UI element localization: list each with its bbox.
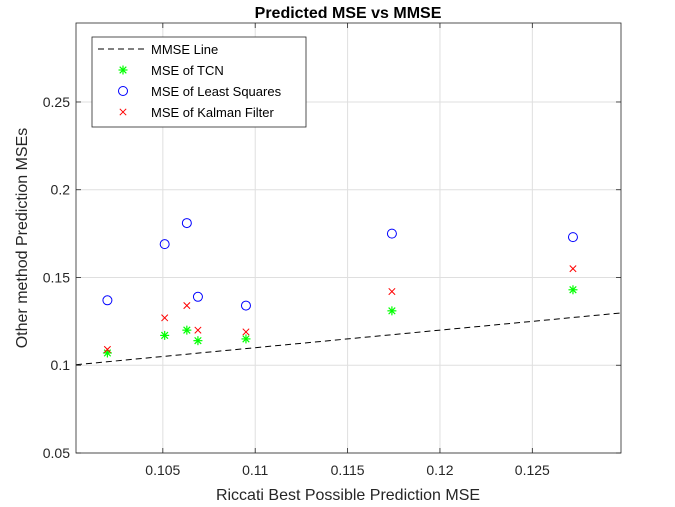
least-squares-point bbox=[192, 291, 203, 302]
legend-item: MMSE Line bbox=[98, 42, 218, 57]
least-squares-point bbox=[181, 218, 192, 229]
legend-item: MSE of TCN bbox=[118, 63, 224, 78]
tcn-point bbox=[241, 334, 251, 344]
kalman-point bbox=[388, 287, 396, 296]
kalman-point-stroke bbox=[161, 314, 169, 322]
legend-marker-stroke bbox=[119, 108, 127, 116]
kalman-point bbox=[103, 345, 111, 354]
x-tick-label: 0.115 bbox=[331, 462, 365, 478]
y-axis-label: Other method Prediction MSEs bbox=[14, 128, 31, 349]
axis-ticks: 0.105 0.11 0.115 0.12 0.125 0.05 0.1 0.15 0.2 0.2… bbox=[43, 23, 621, 478]
y-tick-label: 0.2 bbox=[51, 182, 71, 198]
chart-title: Predicted MSE vs MMSE bbox=[255, 5, 442, 22]
least-squares-point-shape bbox=[386, 228, 397, 239]
y-tick-label: 0.15 bbox=[43, 269, 70, 285]
tcn-point-stroke bbox=[103, 349, 112, 357]
legend-marker bbox=[118, 65, 128, 75]
tcn-point bbox=[387, 306, 397, 316]
tcn-point bbox=[182, 325, 192, 335]
y-tick-label: 0.05 bbox=[43, 445, 70, 461]
legend-label: MSE of TCN bbox=[151, 63, 224, 78]
kalman-point bbox=[242, 328, 250, 336]
tcn-point bbox=[160, 330, 170, 340]
least-squares-point-shape bbox=[159, 239, 170, 250]
data-series bbox=[75, 218, 622, 366]
least-squares-point bbox=[159, 239, 170, 250]
kalman-point bbox=[194, 326, 202, 334]
least-squares-point-shape bbox=[102, 295, 113, 306]
mmse-line bbox=[75, 312, 622, 366]
kalman-point bbox=[183, 302, 191, 310]
x-tick-label: 0.105 bbox=[145, 462, 180, 478]
legend-item: MSE of Kalman Filter bbox=[119, 105, 274, 120]
tcn-point bbox=[568, 285, 578, 295]
legend: MMSE Line MSE of TCN MSE of Least Squares M… bbox=[91, 36, 307, 128]
legend-box bbox=[91, 36, 307, 128]
x-axis-label: Riccati Best Possible Prediction MSE bbox=[216, 487, 480, 504]
y-tick-label: 0.1 bbox=[51, 357, 71, 373]
tcn-point-stroke bbox=[569, 286, 577, 294]
tcn-point-stroke bbox=[183, 326, 191, 334]
x-tick-label: 0.11 bbox=[242, 462, 268, 478]
tcn-point-stroke bbox=[160, 331, 169, 340]
tcn-point-stroke bbox=[194, 336, 202, 345]
least-squares-point-shape bbox=[192, 291, 203, 302]
kalman-point-stroke bbox=[103, 345, 111, 354]
kalman-point-stroke bbox=[194, 326, 202, 334]
legend-item: MSE of Least Squares bbox=[118, 84, 282, 99]
legend-marker bbox=[119, 108, 127, 116]
least-squares-point-shape bbox=[181, 218, 192, 229]
plot-border bbox=[75, 22, 622, 454]
tcn-point-stroke bbox=[388, 307, 396, 315]
kalman-point-stroke bbox=[569, 265, 577, 273]
least-squares-point bbox=[240, 300, 251, 311]
legend-marker-shape bbox=[118, 86, 128, 96]
kalman-point bbox=[161, 314, 169, 322]
least-squares-point bbox=[567, 232, 578, 243]
legend-marker bbox=[118, 86, 128, 96]
y-tick-label: 0.25 bbox=[43, 94, 70, 110]
least-squares-point-shape bbox=[240, 300, 251, 311]
kalman-point-stroke bbox=[388, 287, 396, 296]
tcn-point bbox=[193, 336, 203, 346]
legend-label: MMSE Line bbox=[151, 42, 218, 57]
least-squares-point-shape bbox=[567, 232, 578, 243]
legend-marker-stroke bbox=[119, 66, 127, 74]
x-tick-label: 0.12 bbox=[426, 462, 453, 478]
tcn-point-stroke bbox=[242, 335, 250, 343]
kalman-point-stroke bbox=[242, 328, 250, 336]
legend-label: MSE of Least Squares bbox=[151, 84, 282, 99]
x-tick-label: 0.125 bbox=[515, 462, 550, 478]
kalman-point-stroke bbox=[183, 302, 191, 310]
least-squares-point bbox=[386, 228, 397, 239]
legend-label: MSE of Kalman Filter bbox=[151, 105, 274, 120]
kalman-point bbox=[569, 265, 577, 273]
least-squares-point bbox=[102, 295, 113, 306]
